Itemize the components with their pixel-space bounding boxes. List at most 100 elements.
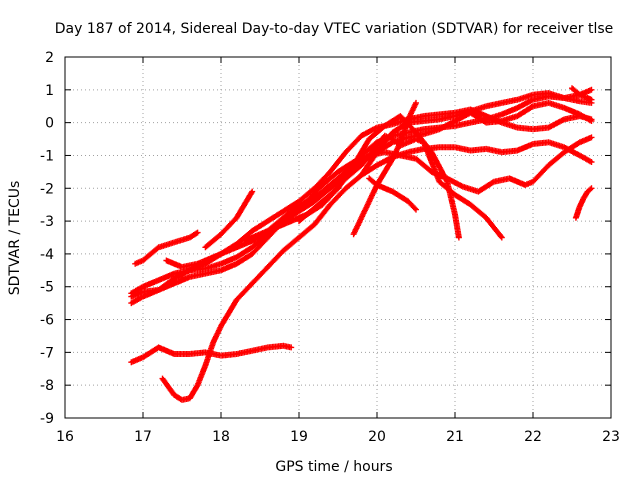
data-point-run <box>452 144 472 154</box>
x-tick-label: 16 <box>56 429 74 445</box>
chart-title: Day 187 of 2014, Sidereal Day-to-day VTE… <box>55 21 614 37</box>
data-point-run <box>576 152 595 165</box>
data-point-run <box>249 265 270 287</box>
data-point-run <box>405 198 419 213</box>
series-trace-11 <box>358 86 595 179</box>
data-point-run <box>498 147 519 156</box>
data-point-run <box>218 351 238 359</box>
data-point-run <box>241 231 262 244</box>
data-point-run <box>381 113 403 129</box>
data-point-run <box>366 183 380 205</box>
data-point-run <box>296 186 317 205</box>
data-point-run <box>428 159 442 184</box>
data-point-run <box>140 245 161 264</box>
data-point-run <box>436 113 457 123</box>
x-tick-label: 23 <box>602 429 620 445</box>
y-tick-label: -6 <box>40 313 54 329</box>
data-point-run <box>545 150 566 169</box>
series-trace-12 <box>350 99 419 238</box>
data-point-run <box>397 152 418 162</box>
data-point-run <box>233 251 254 267</box>
data-point-run <box>405 146 426 156</box>
data-point-run <box>580 189 590 202</box>
data-point-run <box>171 274 192 287</box>
data-point-run <box>233 348 254 357</box>
data-point-run <box>218 216 239 238</box>
data-point-run <box>358 125 379 139</box>
data-point-run <box>296 222 317 241</box>
data-point-run <box>358 143 379 169</box>
data-point-run <box>264 248 286 270</box>
data-point-run <box>530 93 550 103</box>
data-point-run <box>202 267 223 277</box>
data-point-run <box>467 201 488 220</box>
data-point-run <box>311 186 332 205</box>
data-point-run <box>218 298 239 330</box>
data-point-run <box>459 183 480 195</box>
data-point-run <box>280 235 301 254</box>
series-trace-14 <box>572 185 595 221</box>
data-point-run <box>576 113 595 123</box>
series-trace-3 <box>128 93 595 307</box>
data-point-run <box>296 206 317 225</box>
data-point-run <box>436 110 457 118</box>
x-tick-label: 21 <box>446 429 464 445</box>
y-tick-label: 2 <box>45 50 54 66</box>
data-point-run <box>186 349 207 357</box>
data-point-run <box>420 139 434 164</box>
data-point-run <box>194 364 208 389</box>
data-point-run <box>140 345 161 361</box>
data-point-run <box>475 179 496 195</box>
data-point-run <box>545 139 566 150</box>
data-point-run <box>311 183 332 202</box>
data-point-run <box>327 150 348 175</box>
data-point-run <box>264 343 285 351</box>
data-point-run <box>296 199 317 215</box>
y-tick-label: -7 <box>40 345 54 361</box>
data-point-run <box>194 254 215 267</box>
data-point-run <box>327 169 348 188</box>
data-point-run <box>171 351 192 357</box>
data-point-run <box>498 119 519 131</box>
data-point-run <box>233 245 254 261</box>
series-trace-6 <box>132 229 201 267</box>
data-point-run <box>452 108 472 120</box>
grid-layer <box>65 57 611 418</box>
data-point-run <box>280 199 301 215</box>
data-point-run <box>210 324 224 346</box>
data-point-run <box>561 104 582 117</box>
x-tick-label: 19 <box>290 429 308 445</box>
data-point-run <box>311 170 333 192</box>
data-point-run <box>561 140 582 156</box>
data-point-run <box>436 144 457 151</box>
data-point-run <box>467 146 488 154</box>
data-point-run <box>545 99 566 111</box>
data-point-run <box>366 175 379 187</box>
data-point-run <box>514 141 535 154</box>
series-trace-1 <box>128 342 295 366</box>
data-point-run <box>358 150 380 179</box>
data-point-run <box>389 140 403 162</box>
data-point-run <box>530 139 550 147</box>
data-point-run <box>128 294 145 307</box>
x-tick-label: 18 <box>212 429 230 445</box>
data-point-run <box>272 218 293 231</box>
data-point-run <box>530 163 551 185</box>
data-point-run <box>483 100 504 110</box>
data-point-run <box>561 113 582 123</box>
data-point-run <box>483 214 505 241</box>
data-point-run <box>249 344 270 354</box>
series-layer <box>128 85 595 403</box>
data-point-run <box>218 254 239 267</box>
data-point-run <box>303 183 325 205</box>
data-point-run <box>358 199 372 221</box>
data-point-run <box>420 111 441 120</box>
data-point-run <box>342 173 364 192</box>
data-point-run <box>342 163 364 182</box>
data-point-run <box>241 235 262 248</box>
data-point-run <box>428 149 450 184</box>
x-tick-label: 22 <box>524 429 542 445</box>
data-point-run <box>436 118 457 133</box>
y-axis-label: SDTVAR / TECUs <box>7 181 23 296</box>
